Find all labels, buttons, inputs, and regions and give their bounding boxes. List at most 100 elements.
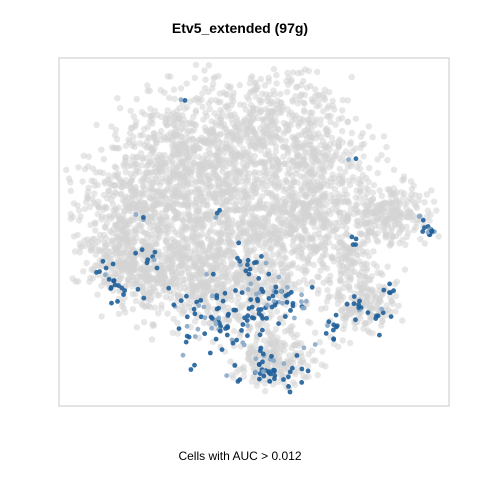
high-auc-cell-point	[353, 317, 358, 323]
background-cell-point	[235, 219, 242, 227]
background-cell-point	[212, 194, 220, 201]
background-cell-point	[298, 286, 305, 294]
background-cell-point	[243, 227, 250, 234]
background-cell-point	[105, 187, 113, 194]
background-cell-point	[304, 318, 312, 325]
high-auc-cell-point	[259, 254, 264, 259]
background-cell-point	[320, 108, 327, 115]
background-cell-point	[316, 149, 323, 156]
background-cell-point	[352, 115, 360, 122]
background-cell-point	[381, 224, 388, 232]
background-cell-point	[276, 292, 283, 299]
background-cell-point	[169, 329, 176, 336]
background-cell-point	[240, 373, 247, 380]
background-cell-point	[335, 209, 342, 216]
high-auc-cell-point	[151, 257, 157, 263]
background-cell-point	[262, 134, 269, 141]
background-cell-point	[108, 123, 115, 130]
background-cell-point	[131, 123, 138, 130]
background-cell-point	[218, 202, 226, 209]
background-cell-point	[137, 177, 145, 185]
background-cell-point	[290, 223, 297, 230]
background-cell-point	[222, 181, 229, 188]
background-cell-point	[279, 220, 286, 227]
background-cell-point	[396, 240, 403, 247]
high-auc-cell-point	[326, 319, 332, 325]
high-auc-cell-point	[379, 306, 385, 312]
background-cell-point	[287, 122, 295, 129]
background-cell-point	[271, 347, 279, 354]
high-auc-cell-point	[257, 290, 262, 295]
high-auc-cell-point	[357, 298, 362, 304]
background-cell-point	[161, 159, 168, 166]
background-cell-point	[140, 237, 147, 245]
high-auc-cell-point	[220, 298, 226, 304]
background-cell-point	[260, 122, 267, 129]
high-auc-cell-point	[248, 281, 254, 287]
background-cell-point	[324, 287, 331, 294]
background-cell-point	[221, 239, 229, 246]
background-cell-point	[289, 198, 296, 205]
high-auc-cell-point	[188, 367, 194, 372]
background-cell-point	[219, 168, 226, 175]
background-cell-point	[320, 279, 327, 286]
high-auc-cell-point	[216, 315, 222, 321]
background-cell-point	[435, 233, 442, 240]
background-cell-point	[315, 273, 323, 281]
background-cell-point	[270, 330, 277, 337]
high-auc-cell-point	[270, 293, 276, 299]
background-cell-point	[227, 111, 234, 119]
background-cell-point	[246, 350, 253, 357]
background-cell-point	[133, 118, 140, 125]
background-cell-point	[312, 131, 319, 138]
high-auc-cell-point	[388, 314, 394, 319]
background-cell-point	[312, 86, 319, 93]
background-cell-point	[300, 204, 307, 212]
background-cell-point	[174, 214, 181, 221]
high-auc-cell-point	[249, 304, 255, 310]
background-cell-point	[282, 137, 289, 145]
high-auc-cell-point	[209, 293, 215, 299]
background-cell-point	[143, 170, 150, 177]
background-cell-point	[236, 132, 244, 140]
background-cell-point	[223, 132, 231, 139]
background-cell-point	[143, 163, 151, 170]
background-cell-point	[410, 182, 417, 189]
high-auc-cell-point	[261, 373, 267, 379]
high-auc-cell-point	[245, 323, 251, 328]
high-auc-cell-point	[290, 303, 296, 309]
background-cell-point	[203, 112, 210, 120]
background-cell-point	[251, 152, 258, 160]
background-cell-point	[184, 103, 191, 111]
background-cell-point	[193, 196, 200, 203]
background-cell-point	[261, 82, 269, 89]
background-cell-point	[166, 94, 173, 102]
background-cell-point	[321, 96, 328, 103]
background-cell-point	[200, 319, 208, 327]
background-cell-point	[238, 178, 246, 185]
high-auc-cell-point	[240, 322, 246, 327]
background-cell-point	[300, 276, 308, 283]
high-auc-cell-point	[287, 389, 293, 395]
background-cell-point	[273, 72, 280, 79]
background-cell-point	[214, 144, 222, 151]
background-cell-point	[355, 222, 362, 230]
high-auc-cell-point	[331, 322, 337, 328]
background-cell-point	[308, 216, 316, 223]
background-cell-point	[378, 292, 386, 299]
high-auc-cell-point	[233, 307, 239, 313]
background-cell-point	[213, 132, 220, 140]
background-cell-point	[341, 254, 348, 262]
background-cell-point	[264, 217, 272, 225]
high-auc-cell-point	[264, 315, 269, 321]
background-cell-point	[215, 175, 223, 182]
background-cell-point	[366, 227, 373, 234]
high-auc-cell-point	[109, 300, 114, 306]
background-cell-point	[253, 177, 261, 184]
background-cell-point	[132, 160, 139, 167]
background-cell-point	[195, 257, 202, 264]
background-cell-point	[182, 124, 189, 132]
background-cell-point	[385, 206, 392, 213]
background-cell-point	[80, 152, 87, 159]
background-cell-point	[304, 362, 312, 370]
